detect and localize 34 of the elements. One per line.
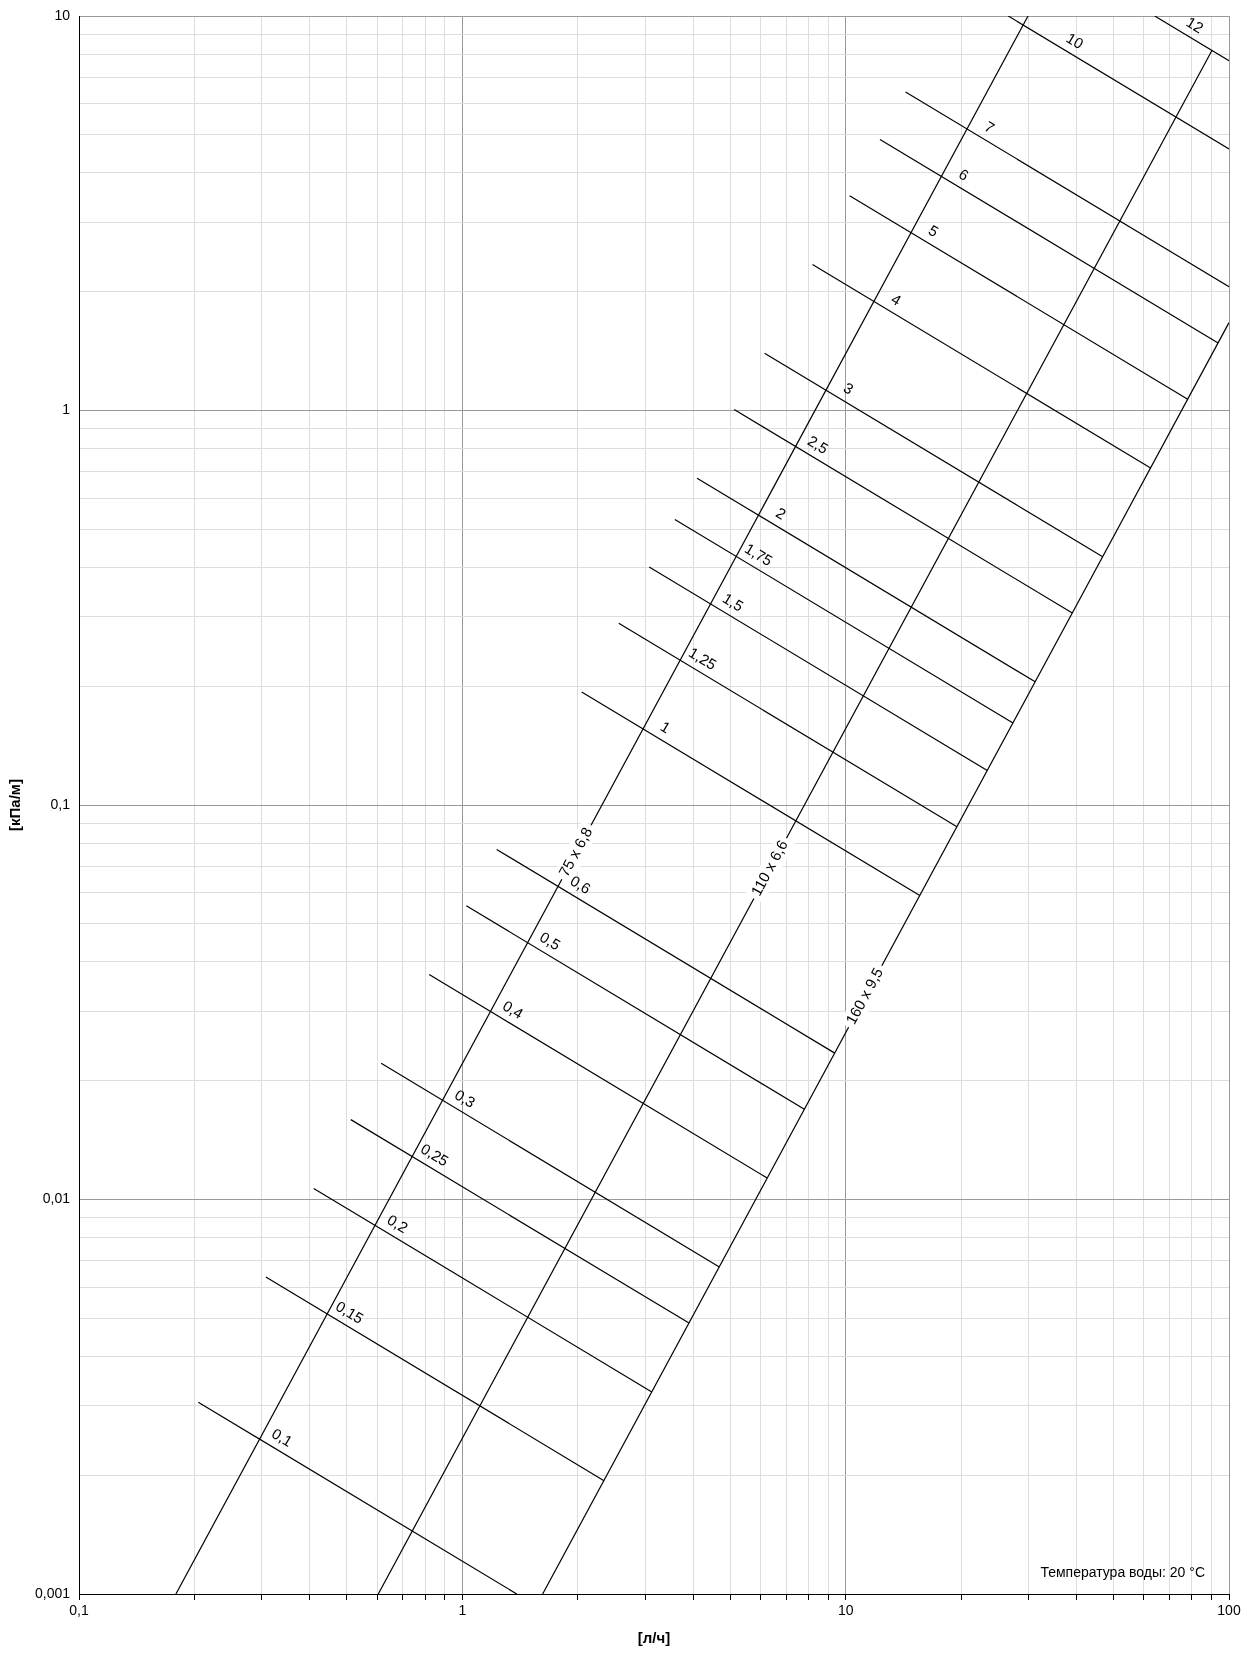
x-axis-title: [л/ч] — [637, 1629, 671, 1647]
text: 0,1 — [268, 1424, 296, 1450]
x-tick-label: 100 — [1217, 1602, 1241, 1619]
x-tick-label: 1 — [458, 1602, 467, 1619]
text: 10 — [1063, 29, 1087, 53]
y-tick-label: 0,001 — [34, 1584, 71, 1601]
text: 6 — [956, 164, 972, 184]
y-tick-label: 0,1 — [50, 795, 71, 812]
text: 2,5 — [804, 431, 832, 458]
text: 4 — [888, 289, 905, 309]
x-tick-label: 0,1 — [69, 1602, 89, 1619]
y-tick-label: 10 — [54, 6, 71, 23]
text: 3 — [840, 378, 857, 398]
text: 160 x 9,5 — [841, 964, 887, 1027]
annotation: Температура воды: 20 °C — [1040, 1563, 1205, 1580]
text: 110 x 6,6 — [747, 836, 791, 899]
x-tick-label: 10 — [837, 1602, 854, 1619]
y-tick-label: 1 — [62, 401, 71, 418]
text: 5 — [925, 221, 942, 241]
text: 1,25 — [685, 643, 720, 674]
text: 1 — [657, 717, 674, 737]
text: 0,2 — [384, 1210, 411, 1237]
text: 0,5 — [536, 928, 564, 954]
text: 0,25 — [417, 1139, 452, 1170]
text: 1,75 — [741, 539, 776, 570]
y-tick-label: 0,01 — [42, 1190, 71, 1207]
text: 2 — [773, 503, 790, 523]
y-axis-title: [кПа/м] — [6, 779, 24, 831]
text: 0,15 — [332, 1297, 367, 1327]
text: 7 — [981, 117, 998, 137]
text: 1,5 — [719, 589, 747, 615]
text: 0,4 — [499, 996, 527, 1023]
text: 0,3 — [451, 1085, 479, 1111]
text: 12 — [1183, 13, 1207, 37]
